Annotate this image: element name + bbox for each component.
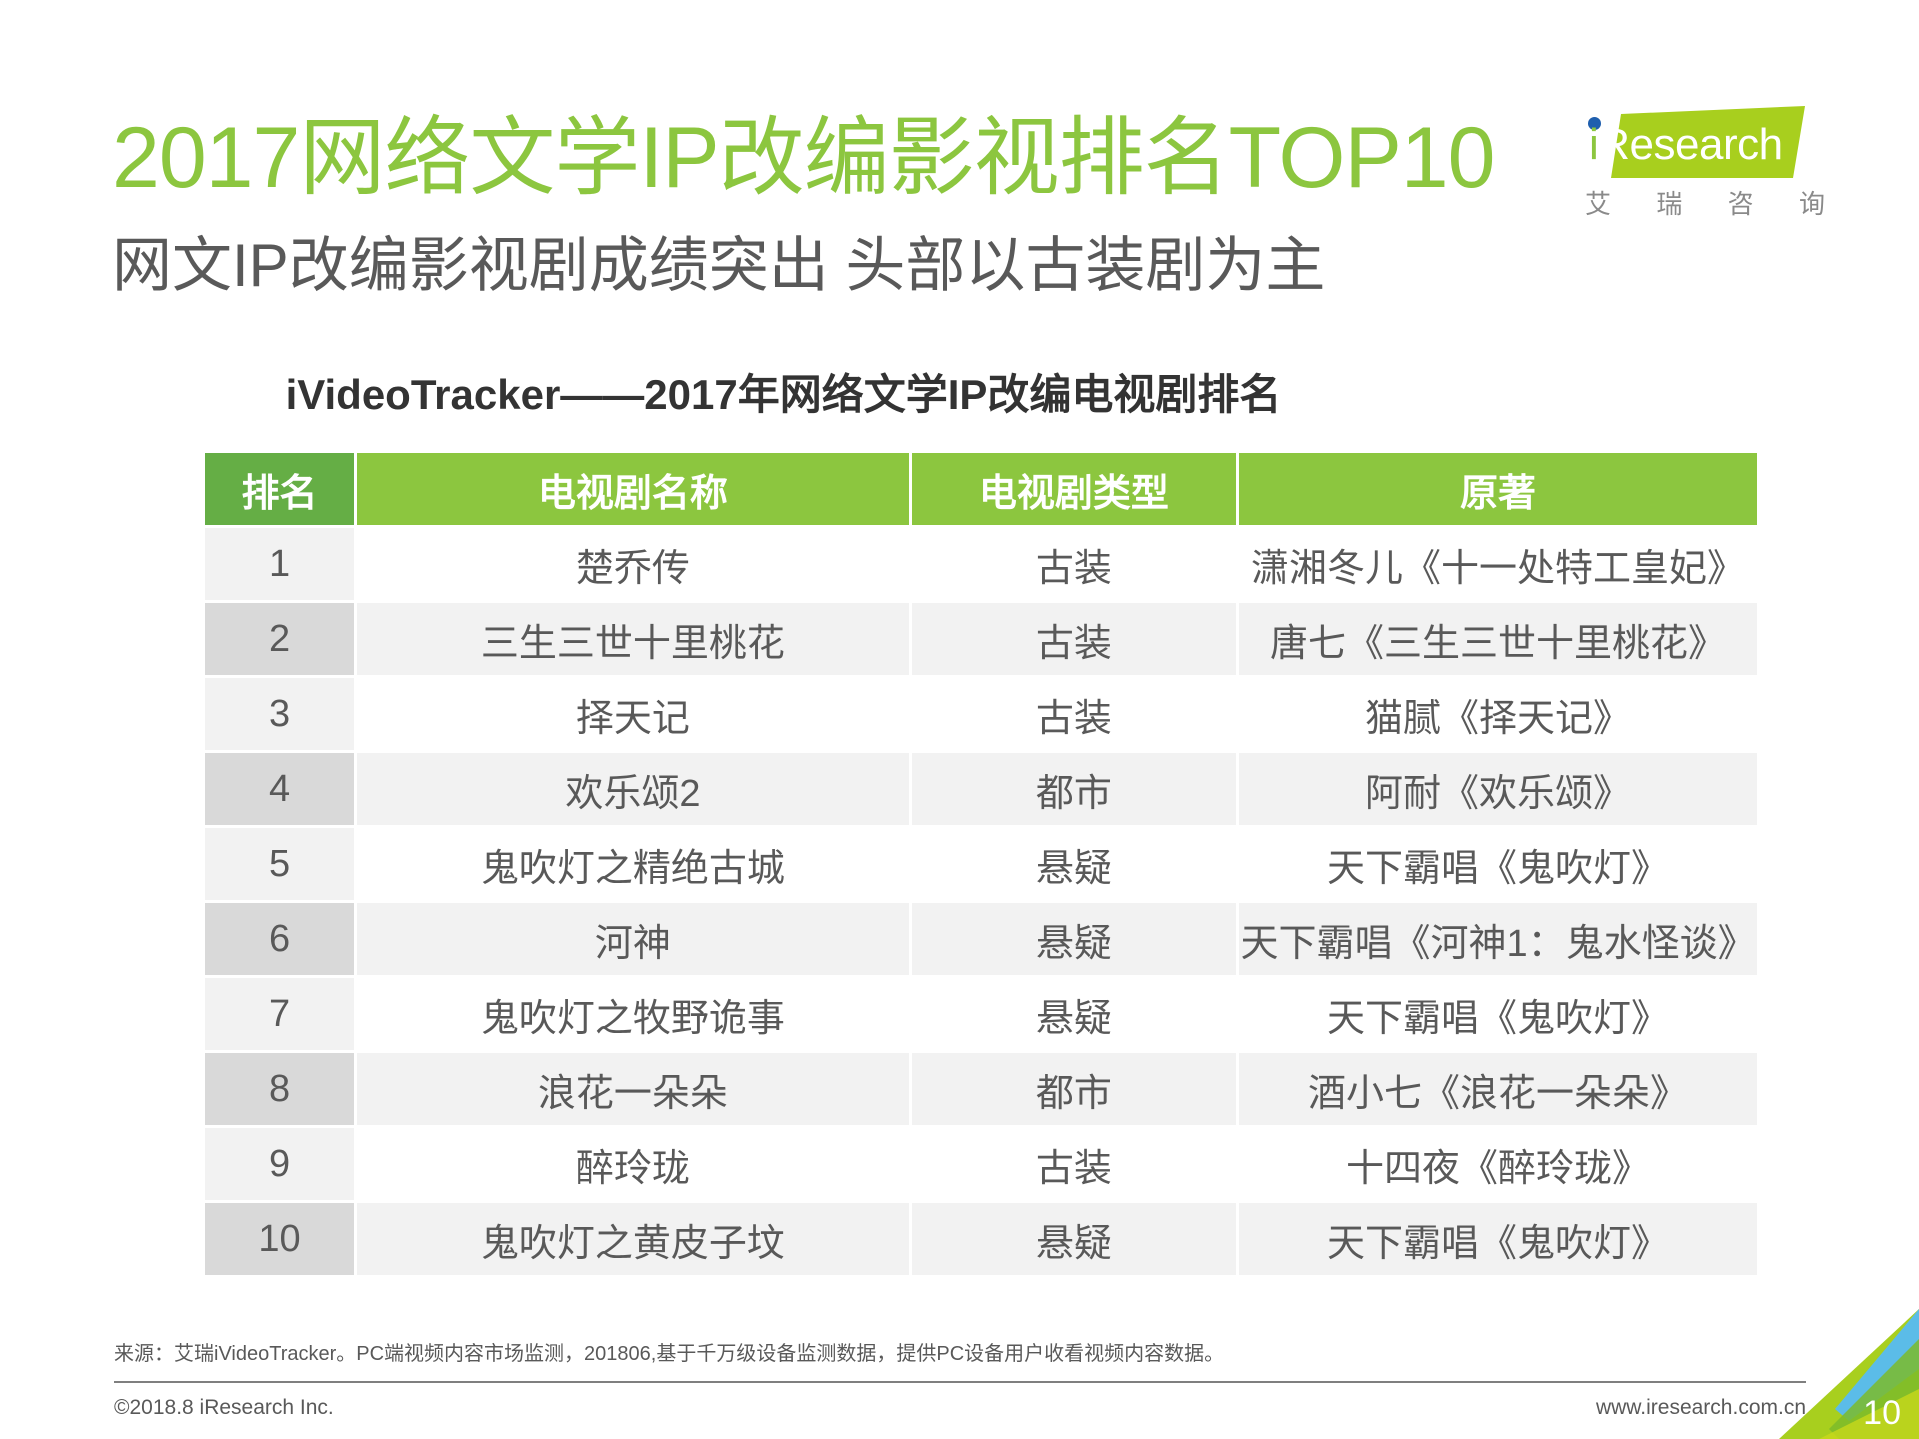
rank-cell: 8: [205, 1053, 355, 1125]
name-cell: 楚乔传: [357, 528, 909, 600]
logo-band-shape: [1611, 106, 1805, 178]
table-row: 3 择天记 古装 猫腻《择天记》: [205, 678, 1757, 750]
corner-decoration-icon: [1779, 1309, 1919, 1439]
logo-char: 艾: [1585, 189, 1612, 219]
table-row: 10 鬼吹灯之黄皮子坟 悬疑 天下霸唱《鬼吹灯》: [205, 1203, 1757, 1275]
rank-cell: 2: [205, 603, 355, 675]
column-header-name: 电视剧名称: [357, 453, 909, 525]
type-cell: 都市: [911, 753, 1237, 825]
rank-cell: 7: [205, 978, 355, 1050]
copyright-text: ©2018.8 iResearch Inc.: [114, 1396, 334, 1419]
name-cell: 醉玲珑: [357, 1128, 909, 1200]
source-cell: 酒小七《浪花一朵朵》: [1239, 1053, 1757, 1125]
name-cell: 欢乐颂2: [357, 753, 909, 825]
name-cell: 河神: [357, 903, 909, 975]
source-cell: 十四夜《醉玲珑》: [1239, 1128, 1757, 1200]
name-cell: 浪花一朵朵: [357, 1053, 909, 1125]
ranking-table: 排名 电视剧名称 电视剧类型 原著 1 楚乔传 古装 潇湘冬儿《十一处特工皇妃》…: [202, 450, 1760, 1278]
type-cell: 古装: [911, 1128, 1237, 1200]
table-row: 8 浪花一朵朵 都市 酒小七《浪花一朵朵》: [205, 1053, 1757, 1125]
type-cell: 都市: [911, 1053, 1237, 1125]
rank-cell: 10: [205, 1203, 355, 1275]
type-cell: 古装: [911, 603, 1237, 675]
source-cell: 天下霸唱《鬼吹灯》: [1239, 978, 1757, 1050]
logo-char: 咨: [1727, 189, 1754, 219]
type-cell: 悬疑: [911, 903, 1237, 975]
type-cell: 悬疑: [911, 828, 1237, 900]
page-subtitle: 网文IP改编影视剧成绩突出 头部以古装剧为主: [112, 232, 1326, 299]
iresearch-logo: iResearch 艾 瑞 咨 询: [1585, 100, 1825, 220]
table-title-text: iVideoTracker——2017年网络文学IP改编电视剧排名: [285, 371, 1282, 418]
logo-i: i: [1589, 120, 1599, 169]
table-row: 9 醉玲珑 古装 十四夜《醉玲珑》: [205, 1128, 1757, 1200]
type-cell: 古装: [911, 678, 1237, 750]
table-header-row: 排名 电视剧名称 电视剧类型 原著: [205, 453, 1757, 525]
source-note: 来源：艾瑞iVideoTracker。PC端视频内容市场监测，201806,基于…: [114, 1343, 1225, 1365]
name-cell: 择天记: [357, 678, 909, 750]
table-row: 4 欢乐颂2 都市 阿耐《欢乐颂》: [205, 753, 1757, 825]
table-row: 6 河神 悬疑 天下霸唱《河神1：鬼水怪谈》: [205, 903, 1757, 975]
column-header-type: 电视剧类型: [911, 453, 1237, 525]
source-cell: 天下霸唱《鬼吹灯》: [1239, 828, 1757, 900]
source-cell: 阿耐《欢乐颂》: [1239, 753, 1757, 825]
column-header-source: 原著: [1239, 453, 1757, 525]
type-cell: 古装: [911, 528, 1237, 600]
source-cell: 唐七《三生三世十里桃花》: [1239, 603, 1757, 675]
source-cell: 天下霸唱《鬼吹灯》: [1239, 1203, 1757, 1275]
name-cell: 鬼吹灯之黄皮子坟: [357, 1203, 909, 1275]
logo-char: 瑞: [1656, 189, 1683, 219]
table-row: 2 三生三世十里桃花 古装 唐七《三生三世十里桃花》: [205, 603, 1757, 675]
table-row: 7 鬼吹灯之牧野诡事 悬疑 天下霸唱《鬼吹灯》: [205, 978, 1757, 1050]
rank-cell: 5: [205, 828, 355, 900]
logo-brand-text: Research: [1598, 120, 1783, 169]
website-link[interactable]: www.iresearch.com.cn: [1595, 1396, 1806, 1419]
name-cell: 三生三世十里桃花: [357, 603, 909, 675]
rank-cell: 1: [205, 528, 355, 600]
type-cell: 悬疑: [911, 1203, 1237, 1275]
logo-dot-icon: [1588, 117, 1601, 130]
footer-divider: [114, 1381, 1806, 1383]
source-cell: 天下霸唱《河神1：鬼水怪谈》: [1239, 903, 1757, 975]
column-header-rank: 排名: [205, 453, 355, 525]
rank-cell: 4: [205, 753, 355, 825]
logo-char: 询: [1798, 189, 1825, 219]
source-cell: 潇湘冬儿《十一处特工皇妃》: [1239, 528, 1757, 600]
source-cell: 猫腻《择天记》: [1239, 678, 1757, 750]
table-title: iVideoTracker——2017年网络文学IP改编电视剧排名: [0, 366, 1919, 424]
logo-chinese-name: 艾 瑞 咨 询: [1585, 184, 1825, 221]
rank-cell: 3: [205, 678, 355, 750]
table-row: 5 鬼吹灯之精绝古城 悬疑 天下霸唱《鬼吹灯》: [205, 828, 1757, 900]
name-cell: 鬼吹灯之牧野诡事: [357, 978, 909, 1050]
rank-cell: 9: [205, 1128, 355, 1200]
type-cell: 悬疑: [911, 978, 1237, 1050]
page-title: 2017网络文学IP改编影视排名TOP10: [112, 110, 1495, 206]
table-row: 1 楚乔传 古装 潇湘冬儿《十一处特工皇妃》: [205, 528, 1757, 600]
rank-cell: 6: [205, 903, 355, 975]
logo-wordmark: iResearch: [1589, 120, 1783, 170]
page-number: 10: [1863, 1394, 1901, 1432]
name-cell: 鬼吹灯之精绝古城: [357, 828, 909, 900]
